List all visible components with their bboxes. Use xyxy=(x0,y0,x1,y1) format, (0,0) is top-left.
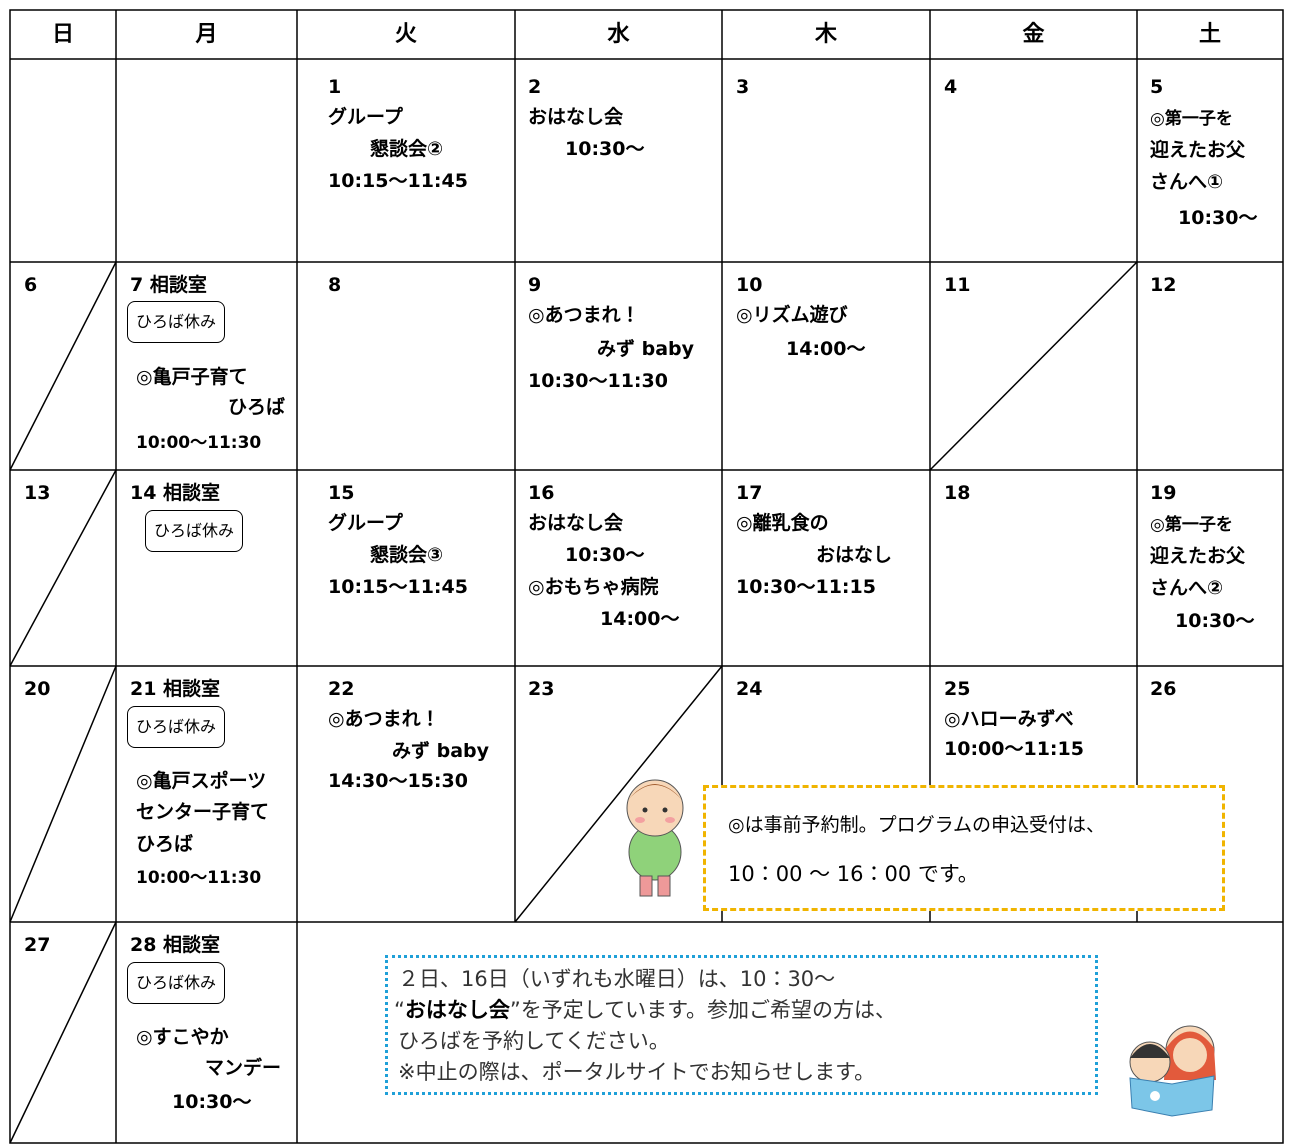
event: 10:30〜 xyxy=(1175,610,1255,632)
date: 2 xyxy=(528,76,542,98)
date: 28 相談室 xyxy=(130,934,221,956)
date: 4 xyxy=(944,76,958,98)
event: グループ xyxy=(328,106,403,128)
event: 10:30〜 xyxy=(172,1091,252,1113)
day-header: 土 xyxy=(1198,22,1221,47)
event: 迎えたお父 xyxy=(1150,139,1246,161)
note-text: ”を予定しています。参加ご希望の方は、 xyxy=(509,998,897,1022)
event: マンデー xyxy=(205,1057,282,1079)
event: 10:30〜11:30 xyxy=(528,370,668,392)
event: 10:00〜11:30 xyxy=(136,868,262,888)
event: 14:00〜 xyxy=(786,338,866,360)
date: 5 xyxy=(1150,76,1164,98)
date: 26 xyxy=(1150,678,1177,700)
date: 17 xyxy=(736,482,763,504)
event: みず baby xyxy=(392,740,490,762)
date: 11 xyxy=(944,274,971,296)
closed-badge: ひろば休み xyxy=(145,510,244,552)
event: おはなし会 xyxy=(528,106,624,128)
closed-badge: ひろば休み xyxy=(127,962,226,1004)
closed-badge: ひろば休み xyxy=(127,301,226,343)
event: ◎亀戸子育て xyxy=(136,366,248,388)
event: ◎あつまれ！ xyxy=(528,304,640,326)
event: ひろば xyxy=(228,396,286,418)
date: 23 xyxy=(528,678,555,700)
date: 1 xyxy=(328,76,342,98)
date: 8 xyxy=(328,274,342,296)
event: 14:00〜 xyxy=(600,608,680,630)
event: 10:15〜11:45 xyxy=(328,576,468,598)
day-header: 月 xyxy=(195,22,218,47)
event: 10:30〜11:15 xyxy=(736,576,876,598)
date: 7 相談室 xyxy=(130,274,207,296)
event: 10:30〜 xyxy=(1178,207,1258,229)
note-text: ※中止の際は、ポータルサイトでお知らせします。 xyxy=(398,1060,876,1084)
event: ◎第一子を xyxy=(1150,109,1233,129)
date: 12 xyxy=(1150,274,1177,296)
reservation-note: ◎は事前予約制。プログラムの申込受付は、 10：00 ～ 16：00 です。 xyxy=(703,785,1225,911)
event: ひろば xyxy=(136,833,194,855)
date: 16 xyxy=(528,482,555,504)
date: 6 xyxy=(24,274,38,296)
event: 懇談会② xyxy=(370,138,444,160)
date: 15 xyxy=(328,482,355,504)
event: 迎えたお父 xyxy=(1150,545,1246,567)
date: 21 相談室 xyxy=(130,678,221,700)
event: さんへ② xyxy=(1150,577,1224,599)
event: ◎あつまれ！ xyxy=(328,708,440,730)
event: ◎おもちゃ病院 xyxy=(528,576,659,598)
event: ◎亀戸スポーツ xyxy=(136,770,267,792)
note-text: 10：00 ～ 16：00 です。 xyxy=(728,862,979,886)
date: 20 xyxy=(24,678,51,700)
event: ◎第一子を xyxy=(1150,515,1233,535)
event: おはなし会 xyxy=(528,512,624,534)
day-header: 木 xyxy=(814,22,837,47)
date: 22 xyxy=(328,678,355,700)
day-header: 金 xyxy=(1022,22,1045,47)
date: 25 xyxy=(944,678,971,700)
date: 19 xyxy=(1150,482,1177,504)
date: 24 xyxy=(736,678,763,700)
date: 27 xyxy=(24,934,51,956)
event: 14:30〜15:30 xyxy=(328,770,468,792)
date: 9 xyxy=(528,274,542,296)
closed-badge: ひろば休み xyxy=(127,706,226,748)
note-text: ◎は事前予約制。プログラムの申込受付は、 xyxy=(728,814,1106,836)
event: ◎リズム遊び xyxy=(736,304,848,326)
event: センター子育て xyxy=(136,801,270,823)
event: ◎ハローみずべ xyxy=(944,708,1074,730)
day-header: 日 xyxy=(51,22,74,47)
day-header: 水 xyxy=(607,22,630,47)
note-text: “おはなし会”を予定しています。参加ご希望の方は、 xyxy=(388,995,1095,1026)
event: 10:00〜11:15 xyxy=(944,738,1084,760)
date: 18 xyxy=(944,482,971,504)
event: ◎離乳食の xyxy=(736,512,829,534)
event: 10:30〜 xyxy=(565,138,645,160)
event: ◎すこやか xyxy=(136,1026,229,1048)
event: みず baby xyxy=(597,338,695,360)
event: 懇談会③ xyxy=(370,544,444,566)
event: さんへ① xyxy=(1150,171,1224,193)
event: 10:30〜 xyxy=(565,544,645,566)
event: グループ xyxy=(328,512,403,534)
date: 13 xyxy=(24,482,51,504)
date: 3 xyxy=(736,76,750,98)
day-header: 火 xyxy=(394,22,417,47)
note-text: “ xyxy=(394,998,405,1022)
event: 10:00〜11:30 xyxy=(136,433,262,453)
event: おはなし xyxy=(816,544,893,566)
note-emphasis: おはなし会 xyxy=(404,998,510,1022)
note-text: ２日、16日（いずれも水曜日）は、10：30～ xyxy=(398,967,836,991)
storytime-note: ２日、16日（いずれも水曜日）は、10：30～ “おはなし会”を予定しています。… xyxy=(385,955,1098,1095)
date: 14 相談室 xyxy=(130,482,221,504)
date: 10 xyxy=(736,274,763,296)
event: 10:15〜11:45 xyxy=(328,170,468,192)
note-text: ひろばを予約してください。 xyxy=(398,1029,670,1053)
